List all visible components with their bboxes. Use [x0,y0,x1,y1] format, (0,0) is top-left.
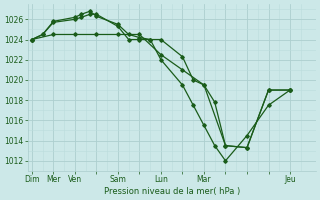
X-axis label: Pression niveau de la mer( hPa ): Pression niveau de la mer( hPa ) [104,187,240,196]
